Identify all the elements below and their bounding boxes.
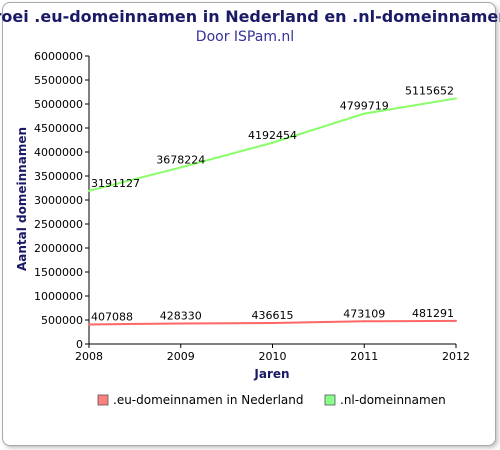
data-point [179,322,182,325]
y-tick-label: 1500000 [34,266,83,279]
x-tick-label: 2009 [167,350,195,363]
y-tick-label: 4500000 [34,122,83,135]
data-point [271,322,274,325]
y-axis-title: Aantal domeinnamen [15,127,29,271]
x-tick-label: 2008 [75,350,103,363]
y-tick-label: 2000000 [34,242,83,255]
data-label: 5115652 [405,84,454,97]
y-tick-label: 500000 [41,314,83,327]
y-tick-label: 1000000 [34,290,83,303]
data-point [271,141,274,144]
chart-subtitle: Door ISPam.nl [196,29,294,45]
y-tick-label: 4000000 [34,146,83,159]
data-point [88,189,90,192]
y-tick-label: 3000000 [34,194,83,207]
y-tick-label: 2500000 [34,218,83,231]
data-point [363,320,366,323]
data-label: 4799719 [340,100,389,113]
axes: 0 500000 1000000 1500000 2000000 2500000 30000… [34,50,470,363]
x-axis-title: Jaren [253,367,289,381]
data-label: 436615 [252,309,294,322]
x-tick-label: 2010 [259,350,287,363]
legend-entry: .eu-domeinnamen in Nederland [113,393,304,407]
data-label: 4192454 [248,129,297,142]
data-label: 481291 [412,307,454,320]
y-tick-label: 0 [76,338,83,351]
y-tick-label: 3500000 [34,170,83,183]
y-tick-label: 6000000 [34,50,83,63]
chart-title: Groei .eu-domeinnamen in Nederland en .n… [0,7,500,26]
data-label: 3678224 [156,153,205,166]
legend-swatch [97,394,109,406]
data-point [363,112,366,115]
x-tick-label: 2012 [442,350,470,363]
data-point [455,97,457,100]
chart-frame [2,2,496,446]
data-label: 473109 [343,307,385,320]
y-tick-label: 5500000 [34,74,83,87]
data-point [179,166,182,169]
x-tick-label: 2011 [350,350,378,363]
data-label: 3191127 [91,177,140,190]
legend-swatch [324,394,336,406]
legend-entry: .nl-domeinnamen [340,393,446,407]
data-label: 407088 [91,310,133,323]
data-label: 428330 [160,309,202,322]
data-point [88,323,90,326]
series-line-1 [88,97,457,192]
legend: .eu-domeinnamen in Nederland .nl-domeinna… [97,393,446,407]
data-point [455,319,457,322]
series-layer: 407088 428330 436615 473109 481291 3191127 367… [88,84,457,326]
y-tick-label: 5000000 [34,98,83,111]
